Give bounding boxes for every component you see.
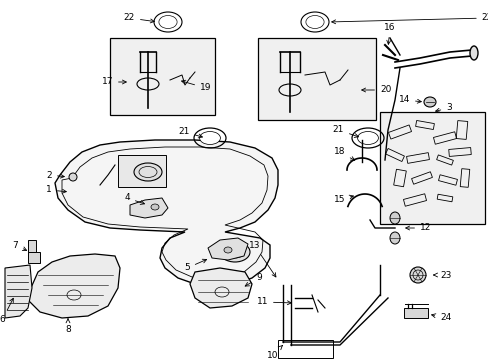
- Ellipse shape: [69, 173, 77, 181]
- Text: 8: 8: [65, 319, 71, 334]
- Text: 4: 4: [124, 194, 144, 204]
- Text: 10: 10: [266, 346, 282, 360]
- Ellipse shape: [389, 232, 399, 244]
- Text: 7: 7: [12, 240, 26, 251]
- Text: 17: 17: [102, 77, 126, 86]
- Text: 18: 18: [333, 148, 354, 160]
- Bar: [393, 169, 406, 187]
- Text: 21: 21: [332, 126, 358, 138]
- Text: 15: 15: [333, 195, 353, 204]
- Text: 9: 9: [244, 274, 261, 286]
- Text: 23: 23: [433, 270, 450, 279]
- Bar: [448, 148, 470, 157]
- Bar: [436, 155, 452, 165]
- Text: 20: 20: [361, 85, 390, 94]
- Bar: [438, 175, 457, 185]
- Ellipse shape: [469, 46, 477, 60]
- Bar: [415, 121, 433, 130]
- Bar: [118, 155, 165, 187]
- Polygon shape: [207, 238, 247, 260]
- Polygon shape: [28, 254, 120, 318]
- Bar: [403, 194, 426, 206]
- Text: 22: 22: [331, 13, 488, 24]
- Text: 16: 16: [384, 23, 395, 44]
- Bar: [432, 132, 456, 144]
- Ellipse shape: [220, 242, 249, 262]
- Bar: [379, 112, 484, 224]
- Bar: [436, 194, 452, 202]
- Text: 3: 3: [435, 104, 451, 112]
- Bar: [385, 148, 404, 162]
- Polygon shape: [28, 252, 40, 263]
- Ellipse shape: [357, 131, 378, 144]
- Bar: [406, 153, 428, 163]
- Polygon shape: [190, 268, 251, 308]
- Ellipse shape: [305, 15, 324, 28]
- Ellipse shape: [134, 163, 162, 181]
- Text: 11: 11: [256, 297, 291, 306]
- Polygon shape: [130, 198, 168, 218]
- Bar: [459, 169, 469, 187]
- Text: 13: 13: [248, 240, 275, 277]
- Polygon shape: [55, 140, 278, 286]
- Ellipse shape: [151, 204, 159, 210]
- Ellipse shape: [159, 15, 177, 28]
- Bar: [455, 121, 467, 139]
- Bar: [278, 340, 332, 358]
- Text: 24: 24: [431, 314, 450, 323]
- Text: 19: 19: [181, 80, 211, 93]
- Ellipse shape: [199, 131, 220, 144]
- Ellipse shape: [224, 247, 231, 253]
- Text: 2: 2: [46, 171, 64, 180]
- Bar: [387, 125, 411, 139]
- Text: 1: 1: [46, 185, 66, 194]
- Ellipse shape: [423, 97, 435, 107]
- Text: 22: 22: [123, 13, 154, 23]
- Text: 14: 14: [398, 95, 421, 104]
- Text: 21: 21: [178, 127, 202, 138]
- Text: 12: 12: [405, 224, 430, 233]
- Polygon shape: [28, 240, 36, 252]
- Ellipse shape: [389, 212, 399, 224]
- Polygon shape: [5, 265, 32, 318]
- Text: 5: 5: [184, 259, 206, 273]
- Bar: [110, 38, 215, 115]
- Bar: [411, 172, 431, 184]
- Text: 6: 6: [0, 298, 13, 324]
- Ellipse shape: [409, 267, 425, 283]
- Bar: [403, 308, 427, 318]
- Bar: [258, 38, 375, 120]
